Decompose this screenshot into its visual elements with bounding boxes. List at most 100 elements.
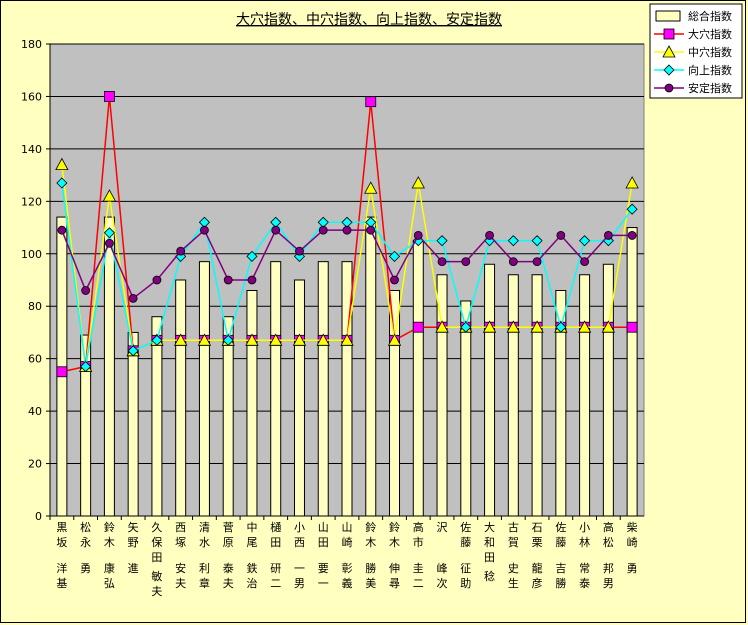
data-point [506, 320, 520, 333]
bar [246, 289, 258, 517]
x-tick-label: 美 [365, 577, 376, 590]
x-tick-label: 松 [80, 520, 91, 534]
x-tick-label: 勝 [555, 576, 566, 590]
data-point [223, 275, 233, 285]
x-tick-label: 鉄 [246, 561, 257, 575]
x-tick-label: 圭 [413, 562, 424, 575]
legend-label: 中穴指数 [688, 45, 732, 59]
x-tick-label: 稔 [484, 569, 495, 583]
x-tick-label: 藤 [555, 536, 566, 549]
x-tick-label: 木 [104, 536, 115, 549]
data-point [577, 320, 592, 333]
data-point [105, 238, 114, 248]
data-point [412, 321, 424, 333]
x-tick-label: 夫 [175, 577, 186, 590]
x-tick-label: 生 [508, 576, 519, 590]
legend-marker [662, 45, 676, 58]
x-tick-label: 水 [199, 536, 210, 549]
data-point [128, 293, 138, 303]
data-point [340, 333, 354, 346]
x-tick-label: 夫 [223, 577, 234, 590]
x-tick-label: 栗 [532, 536, 543, 549]
bar [412, 240, 424, 517]
bar [198, 261, 210, 517]
x-tick-label: 伸 [389, 562, 400, 575]
x-tick-label: 史 [508, 562, 519, 575]
x-tick-label: 勝 [365, 561, 376, 575]
bar [270, 261, 282, 517]
data-point [507, 235, 519, 247]
y-tick-label: 140 [21, 143, 42, 156]
y-tick-label: 0 [35, 510, 42, 523]
x-tick-label: 尋 [389, 577, 400, 590]
x-tick-label: 康 [104, 561, 115, 575]
x-tick-label: 夫 [151, 585, 162, 598]
bar [175, 279, 187, 517]
bar [460, 300, 472, 517]
data-point [365, 96, 377, 108]
x-tick-label: 田 [151, 551, 162, 564]
x-tick-label: 弘 [104, 577, 115, 590]
x-tick-label: 山 [342, 521, 353, 534]
data-point [104, 91, 115, 102]
data-point [530, 320, 544, 333]
x-tick-label: 泰 [223, 561, 234, 575]
x-tick-label: 高 [413, 520, 424, 534]
bar [127, 331, 139, 517]
data-point [485, 231, 494, 240]
x-tick-label: 進 [128, 562, 139, 575]
x-tick-label: 崎 [627, 535, 638, 549]
data-point [56, 177, 68, 189]
x-tick-label: 利 [199, 562, 210, 575]
data-point [603, 231, 613, 240]
x-tick-label: 一 [318, 577, 329, 590]
bar [436, 274, 448, 517]
x-tick-label: 安 [175, 561, 186, 575]
bar [365, 216, 377, 517]
x-tick-label: 佐 [460, 520, 471, 534]
x-tick-label: 小 [579, 521, 590, 534]
x-tick-label: 敏 [151, 569, 162, 583]
x-tick-label: 治 [246, 576, 257, 590]
legend-marker [663, 64, 675, 76]
data-point [269, 333, 283, 346]
x-tick-label: 田 [318, 536, 329, 549]
data-point [482, 320, 497, 333]
x-tick-label: 洋 [56, 561, 67, 575]
x-tick-label: 木 [389, 536, 400, 549]
bar [389, 289, 401, 517]
x-tick-label: 勇 [80, 562, 91, 575]
data-point [342, 225, 352, 235]
legend-label: 安定指数 [688, 81, 732, 95]
y-tick-label: 100 [21, 248, 42, 261]
data-point [103, 227, 115, 239]
data-point [364, 181, 378, 194]
x-tick-label: 高 [603, 520, 614, 534]
data-point [508, 257, 518, 267]
x-tick-label: 黒 [56, 521, 67, 534]
data-point [366, 225, 376, 235]
legend-marker [664, 83, 674, 93]
bar [484, 263, 496, 517]
data-point [436, 235, 448, 247]
x-tick-label: 和 [484, 536, 495, 549]
x-axis: 黒坂洋基松永勇鈴木康弘矢野進久保田敏夫西塚安夫清水利章菅原泰夫中尾鉄治樋田研二小… [49, 515, 644, 598]
data-point [435, 320, 449, 333]
data-point [151, 334, 163, 346]
x-tick-label: 義 [342, 576, 353, 590]
x-tick-label: 田 [270, 536, 281, 549]
data-point [174, 333, 188, 346]
data-point [387, 333, 402, 346]
bar [626, 227, 638, 517]
x-tick-label: 崎 [342, 535, 353, 549]
x-tick-label: 勇 [627, 562, 638, 575]
x-tick-label: 野 [128, 536, 139, 549]
bar [293, 279, 305, 517]
x-tick-label: 田 [484, 551, 495, 564]
x-tick-label: 矢 [128, 520, 139, 534]
x-tick-label: 古 [508, 521, 519, 534]
legend-label: 大穴指数 [688, 27, 732, 41]
x-tick-label: 久 [151, 521, 162, 534]
data-point [271, 225, 281, 235]
